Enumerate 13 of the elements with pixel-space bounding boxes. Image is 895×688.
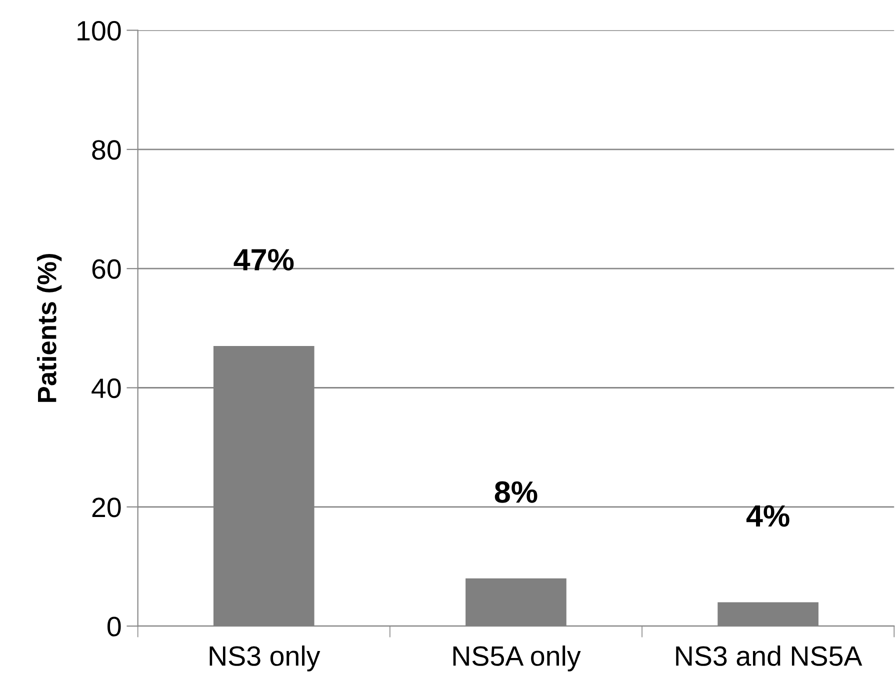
data-label: 4% — [746, 505, 790, 527]
x-tick-label: NS5A only — [453, 646, 581, 672]
x-tick-label: NS3 and NS5A — [676, 646, 862, 666]
y-tick-label: 60 — [92, 259, 121, 279]
data-label: 47% — [234, 249, 294, 271]
x-tick-label: NS3 only — [210, 646, 320, 672]
y-tick-label: 80 — [92, 140, 121, 160]
data-label: 8% — [494, 481, 538, 503]
y-tick-label: 100 — [78, 20, 121, 41]
y-tick-label: 0 — [107, 616, 121, 636]
y-tick-label: 40 — [92, 378, 121, 398]
y-tick-label: 20 — [92, 498, 121, 518]
y-axis-title: Patients (%) — [37, 254, 62, 402]
